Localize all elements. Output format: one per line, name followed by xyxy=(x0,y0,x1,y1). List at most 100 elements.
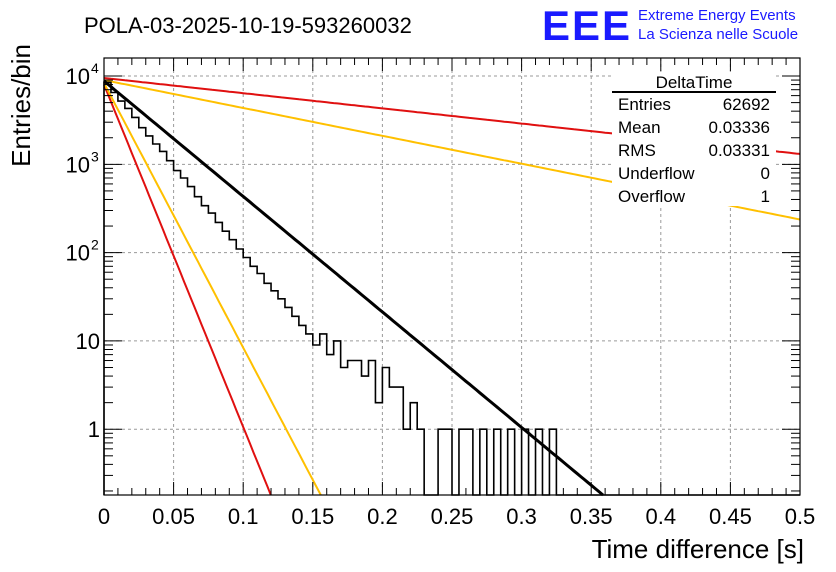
stats-value: 0.03336 xyxy=(709,118,770,137)
histogram-bin xyxy=(292,316,299,495)
histogram-bin xyxy=(132,117,139,495)
stats-label: Entries xyxy=(618,95,671,114)
histogram-bin xyxy=(396,387,403,495)
histogram-bin xyxy=(362,376,369,495)
y-tick-label: 10 xyxy=(66,152,90,177)
histogram-bin xyxy=(236,249,243,495)
histogram-bin xyxy=(118,101,125,495)
histogram-bin xyxy=(264,283,271,495)
stats-title: DeltaTime xyxy=(656,73,733,92)
histogram-bin xyxy=(341,368,348,495)
histogram-bin xyxy=(382,368,389,495)
histogram-bin xyxy=(480,429,487,495)
histogram-bin xyxy=(410,403,417,495)
x-tick-label: 0.35 xyxy=(570,504,613,529)
x-tick-label: 0.4 xyxy=(646,504,677,529)
histogram-bin xyxy=(417,429,424,495)
histogram-bin xyxy=(334,341,341,495)
histogram-bin xyxy=(167,161,174,495)
histogram-bin xyxy=(355,361,362,495)
fit-curve-group xyxy=(103,79,604,497)
x-tick-label: 0.05 xyxy=(152,504,195,529)
histogram-bin xyxy=(375,403,382,495)
histogram-bin xyxy=(459,429,466,495)
histogram-bin xyxy=(188,187,195,495)
x-tick-label: 0.25 xyxy=(431,504,474,529)
x-tick-label: 0.1 xyxy=(228,504,259,529)
stats-value: 0.03331 xyxy=(709,141,770,160)
histogram-bin xyxy=(125,108,132,495)
stats-rows: Entries 62692 Mean 0.03336 RMS 0.03331 Underfl… xyxy=(618,95,770,206)
histogram-bin xyxy=(313,345,320,495)
y-tick-label: 10 xyxy=(76,329,100,354)
histogram-bin xyxy=(153,144,160,495)
histogram-bin xyxy=(215,222,222,495)
stats-value: 1 xyxy=(761,187,770,206)
histogram-bin xyxy=(243,258,250,495)
y-tick-label: 10 xyxy=(66,241,90,266)
fit-curve-fit xyxy=(103,79,604,497)
chart-title: POLA-03-2025-10-19-593260032 xyxy=(84,13,412,38)
histogram-bin xyxy=(438,429,445,495)
histogram-bin xyxy=(445,429,452,495)
histogram-bin xyxy=(181,178,188,495)
histogram-bin xyxy=(327,355,334,495)
y-tick-label: 1 xyxy=(88,417,100,442)
histogram-bin xyxy=(111,93,118,495)
stats-value: 0 xyxy=(761,164,770,183)
histogram-bin xyxy=(348,361,355,495)
histogram-bin xyxy=(299,325,306,495)
x-tick-label: 0.5 xyxy=(785,504,816,529)
histogram-bin xyxy=(320,334,327,495)
y-tick-exponent: 3 xyxy=(91,148,99,164)
stats-value: 62692 xyxy=(723,95,770,114)
x-tick-label: 0.15 xyxy=(291,504,334,529)
histogram-bin xyxy=(160,151,167,495)
histogram-bin xyxy=(403,429,410,495)
y-axis-title: Entries/bin xyxy=(6,44,36,167)
eee-logo: EEE Extreme Energy Events La Scienza nel… xyxy=(542,2,798,49)
stats-label: RMS xyxy=(618,141,656,160)
histogram-bin xyxy=(146,136,153,495)
axes xyxy=(103,57,801,496)
y-tick-exponent: 2 xyxy=(91,237,99,253)
y-tick-label: 10 xyxy=(66,64,90,89)
histogram-bin xyxy=(306,334,313,495)
histogram-bin xyxy=(222,231,229,495)
histogram-bin xyxy=(174,171,181,495)
histogram-bin xyxy=(494,429,501,495)
histogram-bin xyxy=(466,429,473,495)
fit-curve-band-inner-red xyxy=(103,84,272,496)
histogram-bin xyxy=(229,240,236,495)
histogram-bin xyxy=(201,206,208,495)
x-tick-labels: 0 0.05 0.1 0.15 0.2 0.25 0.3 0.35 0.4 0.45 0.5 xyxy=(98,504,815,529)
x-tick-label: 0.2 xyxy=(367,504,398,529)
histogram-bin xyxy=(389,387,396,495)
histogram-bin xyxy=(508,429,515,495)
x-tick-label: 0.45 xyxy=(709,504,752,529)
histogram-bin xyxy=(139,128,146,495)
x-tick-label: 0.3 xyxy=(506,504,537,529)
stats-label: Overflow xyxy=(618,187,686,206)
histogram-bin xyxy=(194,197,201,495)
histogram-bin xyxy=(257,274,264,495)
stats-label: Mean xyxy=(618,118,661,137)
y-tick-exponent: 4 xyxy=(91,60,99,76)
stats-box-bg xyxy=(612,72,776,206)
histogram-bin xyxy=(549,429,556,495)
logo-letters: EEE xyxy=(542,2,632,49)
logo-line1: Extreme Energy Events xyxy=(638,7,796,24)
fit-curve-band-inner-orange xyxy=(103,82,322,496)
histogram-bin xyxy=(285,307,292,495)
stats-box: DeltaTime Entries 62692 Mean 0.03336 RMS 0.03… xyxy=(612,72,776,206)
stats-label: Underflow xyxy=(618,164,695,183)
logo-line2: La Scienza nelle Scuole xyxy=(638,26,798,43)
histogram-bin xyxy=(271,291,278,495)
histogram-bin xyxy=(368,361,375,495)
histogram-bin xyxy=(208,213,215,495)
x-tick-label: 0 xyxy=(98,504,110,529)
x-axis-title: Time difference [s] xyxy=(592,534,804,564)
histogram-bin xyxy=(250,266,257,495)
